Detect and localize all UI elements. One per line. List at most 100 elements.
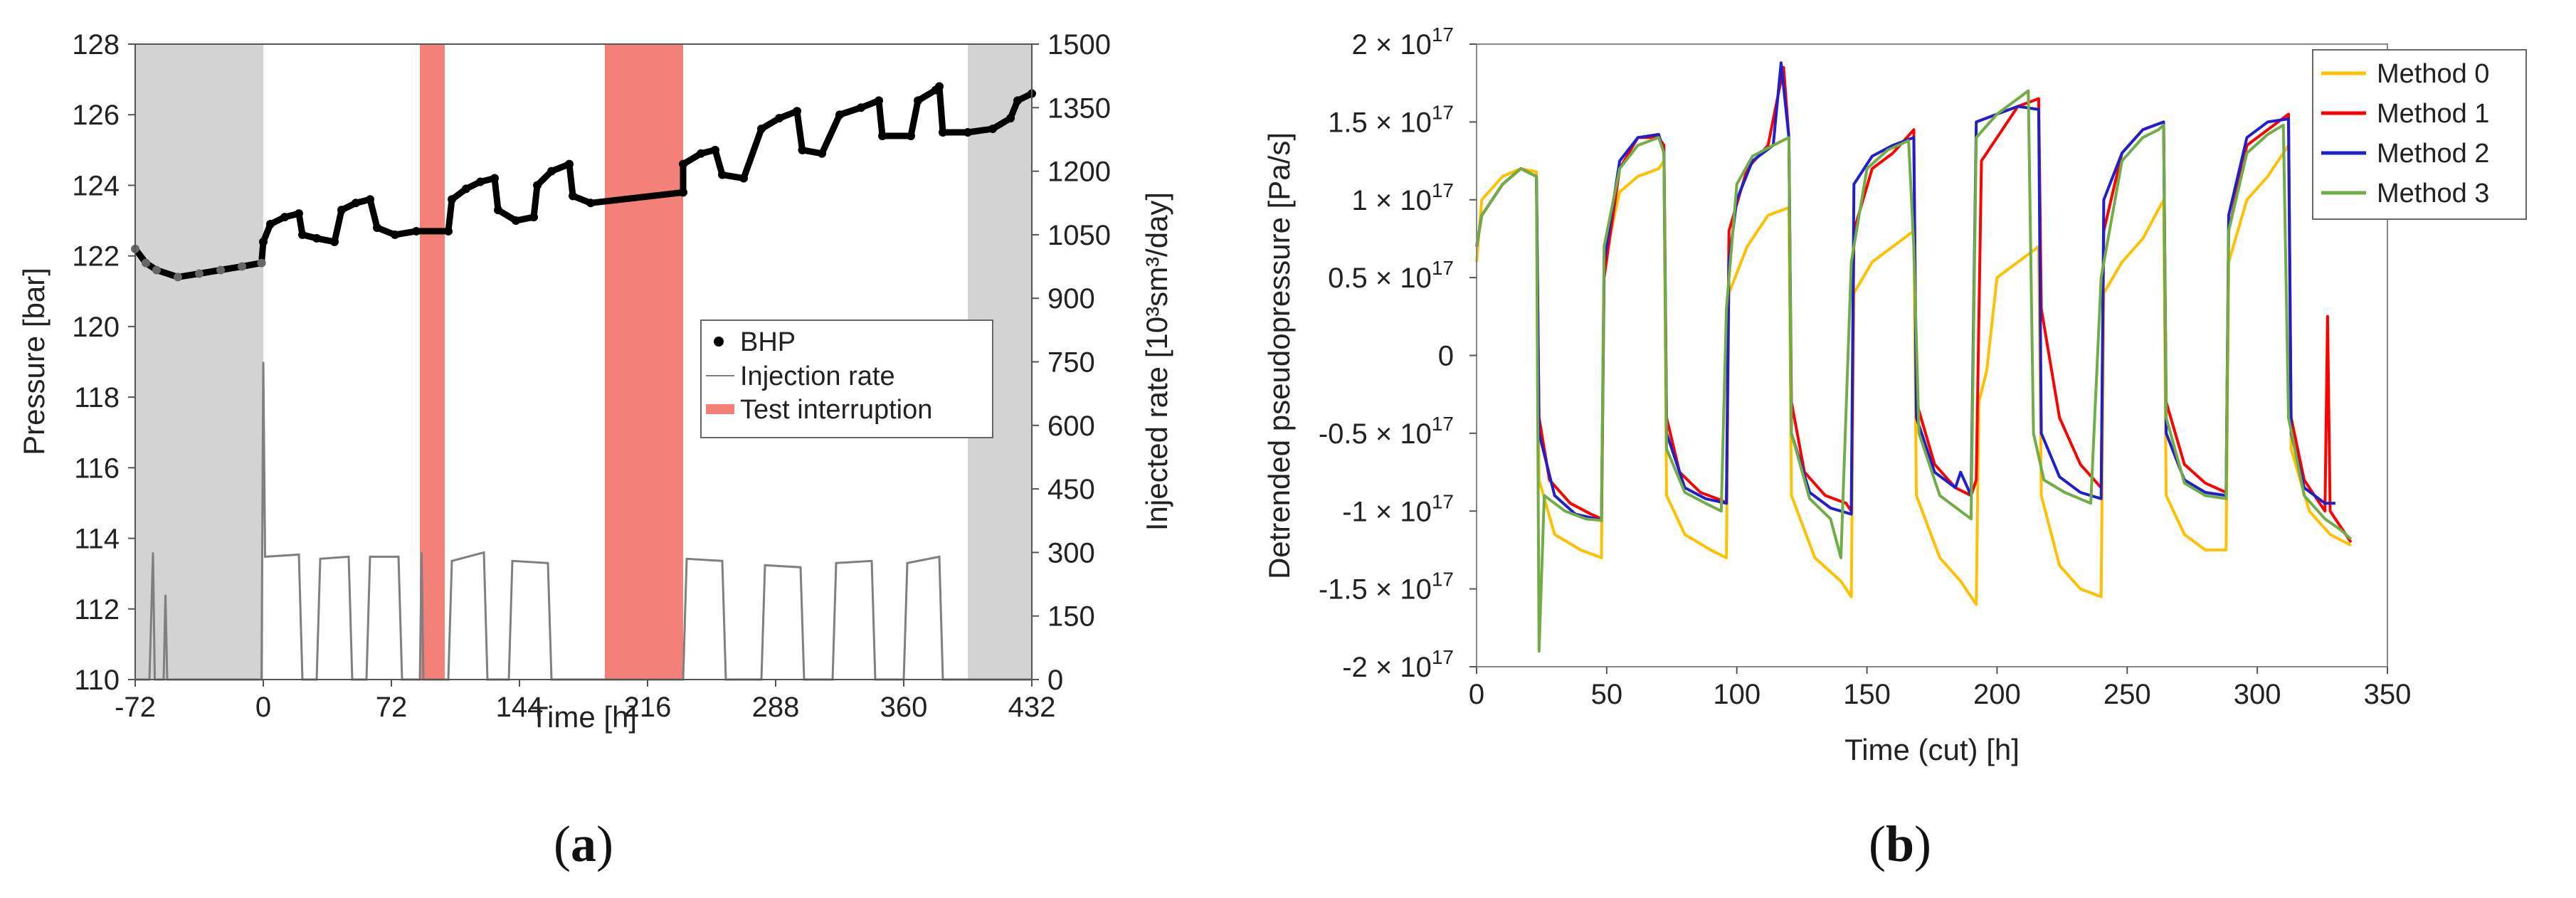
y-tick-exponent-1: 17	[1432, 101, 1454, 123]
left-y-tick-label-118: 118	[74, 382, 120, 413]
bhp-point-43	[798, 145, 807, 154]
legend-test-interruption-swatch	[706, 404, 734, 414]
x-tick-label-100: 100	[1713, 679, 1761, 710]
x-tick-label-288: 288	[752, 692, 800, 723]
left-y-tick-label-110: 110	[74, 665, 120, 696]
panel-b-legend: Method 0 Method 1 Method 2 Method 3	[2312, 49, 2527, 220]
legend-injection-rate-label: Injection rate	[740, 361, 895, 391]
x-tick-label-0: 0	[255, 692, 271, 723]
bhp-point-11	[295, 209, 303, 218]
panel-a-caption-letter: a	[571, 815, 596, 872]
bhp-point-31	[565, 159, 574, 169]
right-y-tick-label-1050: 1050	[1047, 220, 1111, 251]
bhp-point-32	[569, 191, 577, 201]
x-tick-label-432: 432	[1008, 692, 1056, 723]
x-tick-label-150: 150	[1843, 679, 1891, 710]
bhp-point-6	[238, 262, 246, 271]
y-tick-label-4: 0	[1438, 341, 1454, 372]
y-tick-exponent-8: 17	[1432, 646, 1454, 668]
x-tick-label-350: 350	[2364, 679, 2412, 710]
panel-a: -72 0 72 144 216 288 360 432 110 112 114 116 118 120 1…	[17, 29, 1173, 872]
bhp-point-34	[679, 188, 687, 197]
bhp-point-13	[312, 233, 321, 243]
panel-a-shading-layer	[135, 44, 1032, 680]
bhp-point-17	[366, 195, 374, 204]
y-tick-mantissa-7: -1.5 × 10	[1319, 574, 1432, 606]
panel-b-x-axis-label: Time (cut) [h]	[1844, 733, 2020, 766]
bhp-point-38	[718, 170, 727, 179]
y-tick-exponent-0: 17	[1432, 23, 1454, 46]
y-tick-exponent-2: 17	[1432, 179, 1454, 201]
right-y-tick-label-300: 300	[1047, 537, 1095, 569]
legend-label-3: Method 3	[2377, 179, 2489, 208]
panel-b-plot-frame	[1476, 43, 2388, 667]
series-line-method-3	[1475, 89, 2353, 653]
right-y-tick-label-1350: 1350	[1047, 93, 1111, 124]
right-y-tick-label-1200: 1200	[1047, 157, 1111, 188]
bhp-point-49	[907, 131, 915, 140]
series-line-method-2	[1475, 61, 2335, 522]
left-y-tick-label-120: 120	[72, 312, 120, 343]
bhp-point-23	[462, 184, 470, 194]
panel-b-series-layer	[1475, 61, 2353, 653]
panel-a-legend-box	[700, 319, 993, 438]
x-tick-label-72: 72	[376, 692, 408, 723]
panel-a-caption-close: )	[596, 815, 613, 872]
bhp-point-24	[476, 177, 485, 186]
series-line-method-1	[1475, 65, 2353, 544]
y-tick-label-2: 1 × 1017	[1352, 179, 1454, 216]
bhp-point-36	[697, 149, 705, 158]
panel-a-left-y-axis-label: Pressure [bar]	[17, 268, 51, 455]
bhp-point-30	[547, 167, 556, 176]
bhp-point-40	[757, 125, 766, 134]
x-tick-label-216: 216	[624, 692, 672, 723]
left-y-tick-label-114: 114	[74, 524, 120, 555]
bhp-point-20	[412, 226, 421, 236]
legend-label-1: Method 1	[2377, 99, 2489, 129]
left-y-tick-label-128: 128	[72, 29, 120, 60]
bhp-point-41	[775, 114, 783, 123]
y-tick-exponent-5: 17	[1432, 413, 1454, 435]
bhp-point-5	[216, 265, 225, 275]
y-tick-label-3: 0.5 × 1017	[1328, 257, 1454, 294]
bhp-point-4	[195, 269, 204, 278]
bhp-point-57	[1013, 96, 1022, 105]
y-tick-label-1: 1.5 × 1017	[1328, 101, 1454, 138]
panel-b-legend-items: Method 0 Method 1 Method 2 Method 3	[2321, 59, 2489, 208]
bhp-point-1	[142, 258, 150, 268]
bhp-point-16	[352, 199, 360, 208]
bhp-point-22	[448, 195, 456, 204]
legend-bhp-label: BHP	[740, 327, 796, 357]
y-tick-exponent-3: 17	[1432, 257, 1454, 279]
left-y-tick-label-112: 112	[74, 594, 120, 625]
y-tick-mantissa-8: -2 × 10	[1342, 652, 1432, 683]
right-y-tick-label-0: 0	[1047, 665, 1063, 696]
panel-a-legend: BHP Injection rate Test interruption	[700, 319, 993, 438]
y-tick-mantissa-0: 2 × 10	[1352, 29, 1432, 60]
panel-a-x-axis-label: Time [h]	[530, 700, 637, 734]
panel-b-y-axis-label: Detrended pseudopressure [Pa/s]	[1262, 132, 1296, 579]
bhp-point-27	[512, 216, 520, 226]
y-tick-exponent-7: 17	[1432, 569, 1454, 591]
y-tick-label-6: -1 × 1017	[1342, 490, 1454, 527]
x-tick-label-144: 144	[496, 692, 544, 723]
x-tick-label-360: 360	[880, 692, 928, 723]
left-y-tick-label-116: 116	[74, 453, 120, 484]
bhp-point-50	[914, 96, 922, 105]
right-y-tick-label-750: 750	[1047, 347, 1095, 379]
y-tick-label-8: -2 × 1017	[1342, 646, 1454, 683]
bhp-point-15	[337, 206, 346, 215]
panel-b-caption-close: )	[1914, 815, 1931, 872]
x-tick-label-250: 250	[2103, 679, 2151, 710]
x-tick-label-0: 0	[1469, 679, 1484, 710]
bhp-point-8	[259, 237, 268, 246]
right-y-tick-label-150: 150	[1047, 601, 1095, 633]
right-y-tick-label-1500: 1500	[1047, 29, 1111, 60]
x-tick-label-200: 200	[1973, 679, 2021, 710]
bhp-point-39	[739, 174, 748, 183]
injection-rate-line	[135, 361, 1032, 681]
y-tick-label-5: -0.5 × 1017	[1319, 413, 1454, 450]
